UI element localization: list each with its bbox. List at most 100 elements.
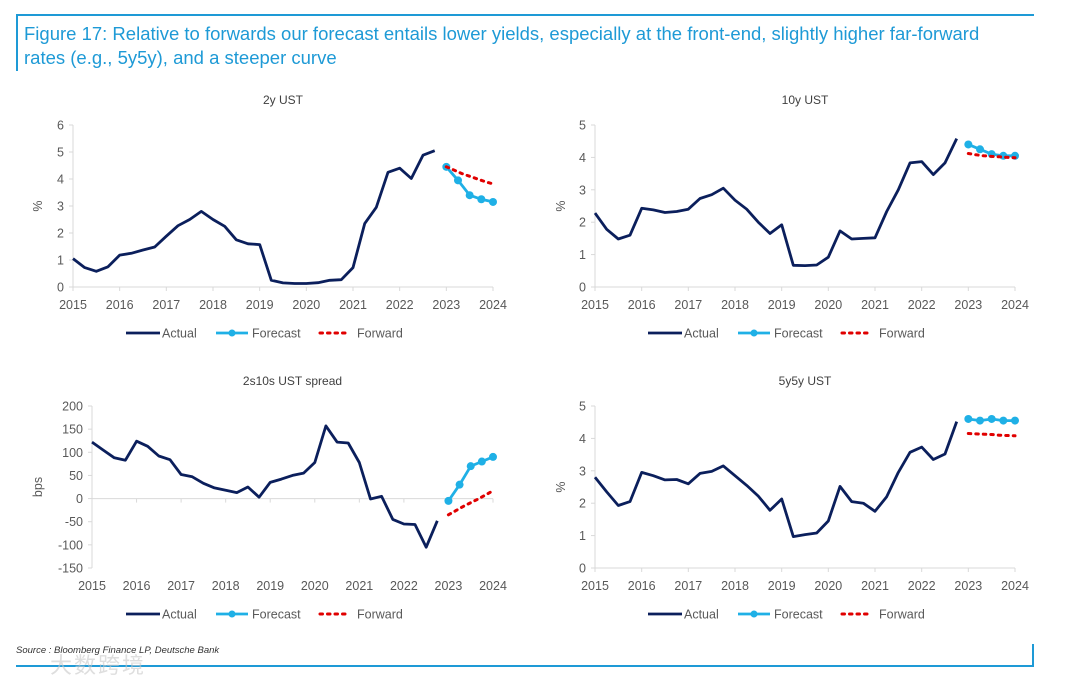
y-tick-label: 3 (57, 200, 64, 214)
x-tick-label: 2019 (768, 579, 796, 593)
chart-2: 2s10s UST spread -150 -100 -50 0 50 100 150 200 2… (31, 374, 507, 622)
y-tick-label: 5 (579, 119, 586, 133)
x-tick-label: 2020 (301, 579, 329, 593)
watermark: 大数跨境 (50, 653, 147, 678)
frame-left-border (16, 14, 18, 71)
forecast-point (466, 462, 475, 471)
x-tick-label: 2018 (721, 579, 749, 593)
x-tick-label: 2021 (861, 298, 889, 312)
x-tick-label: 2015 (78, 579, 106, 593)
chart-title: 10y UST (782, 93, 829, 107)
y-tick-label: 100 (62, 446, 83, 460)
legend-forecast-label: Forecast (252, 327, 301, 341)
x-tick-label: 2018 (212, 579, 240, 593)
x-tick-label: 2019 (768, 298, 796, 312)
legend-actual-label: Actual (684, 608, 719, 622)
legend-forecast-marker (750, 329, 758, 337)
y-tick-label: 4 (57, 173, 64, 187)
actual-line (72, 149, 436, 285)
legend-forecast-marker (228, 610, 236, 618)
frame-right-border (1032, 644, 1034, 667)
y-tick-label: 150 (62, 423, 83, 437)
legend-actual-label: Actual (684, 327, 719, 341)
x-tick-label: 2015 (581, 579, 609, 593)
forecast-point (444, 496, 453, 505)
x-tick-label: 2022 (908, 298, 936, 312)
x-tick-label: 2020 (292, 298, 320, 312)
legend-forward-label: Forward (357, 327, 403, 341)
x-tick-label: 2016 (123, 579, 151, 593)
forecast-point (964, 414, 973, 423)
forward-line (966, 152, 1017, 160)
x-tick-label: 2021 (345, 579, 373, 593)
legend-actual-label: Actual (162, 608, 197, 622)
y-tick-label: 5 (57, 146, 64, 160)
x-tick-label: 2022 (386, 298, 414, 312)
x-tick-label: 2024 (1001, 298, 1029, 312)
legend-forecast-label: Forecast (774, 327, 823, 341)
x-tick-label: 2017 (674, 579, 702, 593)
forecast-point (976, 416, 984, 425)
x-tick-label: 2023 (954, 298, 982, 312)
frame-top-border (16, 14, 1034, 16)
legend-forward-label: Forward (879, 327, 925, 341)
source-note: Source : Bloomberg Finance LP, Deutsche … (16, 645, 220, 656)
actual-line (593, 421, 959, 538)
chart-0: 2y UST 0 1 2 3 4 5 6 2015 2016 2017 2018 2019 2020 202… (31, 93, 507, 341)
x-tick-label: 2016 (106, 298, 134, 312)
x-tick-label: 2021 (339, 298, 367, 312)
y-tick-label: 50 (69, 469, 83, 483)
y-tick-label: -100 (58, 538, 83, 552)
x-tick-label: 2022 (908, 579, 936, 593)
forecast-point (976, 145, 984, 154)
chart-title: 2y UST (263, 93, 304, 107)
x-tick-label: 2024 (1001, 579, 1029, 593)
y-tick-label: 1 (579, 529, 586, 543)
y-tick-label: 3 (579, 464, 586, 478)
x-tick-label: 2017 (674, 298, 702, 312)
x-tick-label: 2024 (479, 298, 507, 312)
chart-title: 2s10s UST spread (243, 374, 342, 388)
y-tick-label: 0 (579, 281, 586, 295)
forecast-point (454, 176, 462, 185)
x-tick-label: 2019 (246, 298, 274, 312)
x-tick-label: 2015 (581, 298, 609, 312)
legend-forecast-marker (750, 610, 758, 618)
forecast-point (999, 416, 1008, 425)
x-tick-label: 2016 (628, 579, 656, 593)
x-tick-label: 2020 (814, 298, 842, 312)
x-tick-label: 2018 (199, 298, 227, 312)
legend-forward-label: Forward (357, 608, 403, 622)
forecast-point (489, 452, 497, 461)
forecast-point (477, 457, 486, 466)
y-tick-label: 1 (57, 254, 64, 268)
y-tick-label: 4 (579, 432, 586, 446)
x-tick-label: 2019 (256, 579, 284, 593)
legend-forecast-marker (228, 329, 236, 337)
y-axis-label: % (31, 200, 45, 211)
y-tick-label: 2 (579, 497, 586, 511)
chart-1: 10y UST 0 1 2 3 4 5 2015 2016 2017 2018 2019 2020 202… (554, 93, 1029, 341)
x-tick-label: 2015 (59, 298, 87, 312)
y-tick-label: -150 (58, 562, 83, 576)
y-tick-label: 0 (76, 492, 83, 506)
x-tick-label: 2023 (954, 579, 982, 593)
actual-line (593, 137, 958, 268)
forward-line (446, 489, 495, 517)
forecast-point (1011, 416, 1019, 425)
y-tick-label: 3 (579, 183, 586, 197)
x-tick-label: 2023 (435, 579, 463, 593)
y-tick-label: 4 (579, 151, 586, 165)
forecast-point (489, 197, 497, 206)
x-tick-label: 2017 (152, 298, 180, 312)
y-axis-label: % (554, 200, 568, 211)
x-tick-label: 2016 (628, 298, 656, 312)
forward-line (966, 432, 1017, 438)
y-tick-label: 1 (579, 248, 586, 262)
legend-forecast-label: Forecast (774, 608, 823, 622)
legend-forward-label: Forward (879, 608, 925, 622)
actual-line (91, 424, 439, 549)
x-tick-label: 2017 (167, 579, 195, 593)
forecast-point (987, 414, 996, 423)
chart-3: 5y5y UST 0 1 2 3 4 5 2015 2016 2017 2018 2019 2020 20… (554, 374, 1029, 622)
